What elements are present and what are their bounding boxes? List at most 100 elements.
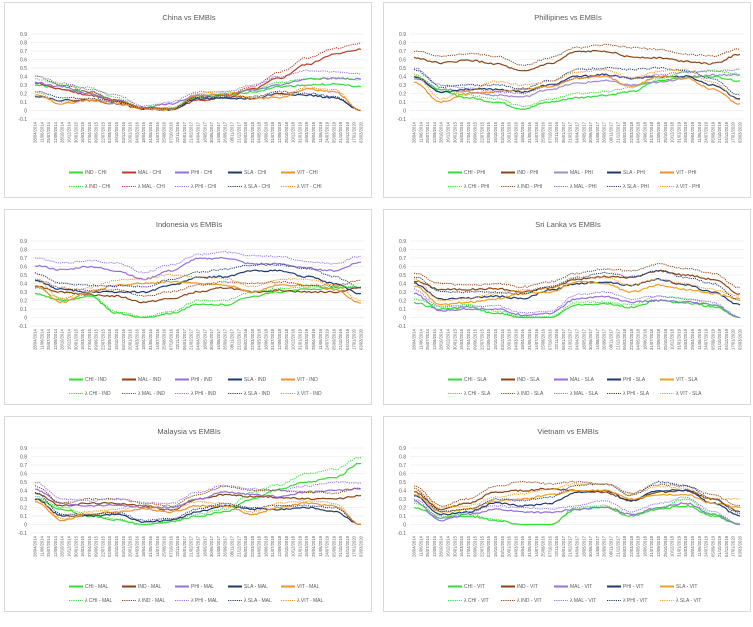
x-tick-label: 14/07/2016 [534,535,539,557]
x-tick-label: 22/11/2016 [175,535,180,556]
legend-item: λ MAL - PHI [554,184,597,190]
panel-philippines: Phillipines vs EMBIs 0.9 0.8 0.7 0.6 0.5 0.4 0.… [383,2,751,198]
x-tick-label: 04/12/2019 [345,328,350,350]
y-tick-label: 0.4 [20,488,27,494]
x-tick-label: 09/06/2015 [94,121,99,143]
x-tick-label: 05/09/2019 [710,121,715,143]
x-tick-label: 31/01/2019 [676,121,681,143]
x-tick-label: 18/06/2018 [642,328,647,350]
x-tick-label: 04/05/2018 [257,328,262,350]
series-line-6 [413,480,741,507]
series-line-4 [413,280,741,306]
x-tick-label: 08/11/2017 [229,328,234,349]
x-tick-label: 02/09/2015 [486,121,491,143]
x-tick-label: 31/01/2019 [676,328,681,350]
x-tick-label: 25/10/2018 [284,328,289,350]
series-line-8 [414,480,741,514]
legend-item: λ VIT - SLA [660,391,702,397]
x-tick-label: 21/12/2017 [236,121,241,143]
legend-label: λ VIT - SLA [676,391,702,397]
x-tick-label: 03/12/2015 [500,328,505,350]
legend-item: CHI - IND [69,377,107,383]
x-tick-label: 11/06/2014 [418,535,423,556]
legend-item: IND - PHI [501,170,538,176]
x-tick-label: 02/09/2015 [107,535,112,557]
y-tick-label: 0.9 [20,446,27,452]
chart-svg: Vietnam vs EMBIs 0.9 0.8 0.7 0.6 0.5 0.4 0.3 0.2… [397,427,744,604]
series-line-8 [34,491,362,525]
y-tick-label: 0.3 [20,83,27,89]
legend-label: MAL - SLA [570,377,595,383]
legend-label: PHI - IND [191,377,213,383]
x-tick-label: 20/01/2016 [128,535,133,557]
x-tick-label: 18/05/2017 [202,121,207,143]
series-line-2 [34,256,361,281]
x-tick-label: 21/02/2017 [568,535,573,557]
x-tick-label: 06/01/2017 [182,121,187,143]
x-tick-label: 31/07/2018 [649,535,654,557]
y-tick-label: 0.1 [399,307,406,313]
x-tick-label: 21/02/2017 [189,121,194,143]
x-tick-label: 06/02/2018 [243,535,248,557]
x-tick-label: 06/02/2018 [243,121,248,143]
series-line-9 [34,86,362,111]
x-tick-label: 27/04/2015 [87,328,92,350]
x-tick-label: 08/11/2017 [608,535,613,556]
x-tick-label: 03/12/2015 [500,121,505,143]
legend-item: λ CHI - VIT [448,598,489,604]
x-tick-label: 21/10/2019 [338,535,343,557]
y-tick-label: 0.2 [399,91,406,97]
x-tick-label: 31/01/2019 [297,328,302,350]
legend-item: IND - SLA [501,377,540,383]
x-tick-label: 21/10/2019 [338,328,343,350]
x-tick-label: 26/09/2017 [602,535,607,557]
y-tick-label: 0.4 [399,488,406,494]
legend-label: λ MAL - VIT [570,598,596,604]
legend-label: λ CHI - MAL [85,598,112,604]
y-tick-label: -0.1 [18,324,27,330]
x-tick-label: 31/01/2019 [676,535,681,557]
x-tick-label: 31/01/2019 [297,535,302,557]
y-tick-label: 0.3 [399,83,406,89]
x-tick-label: 11/06/2014 [39,535,44,556]
y-tick-label: 0 [24,315,27,321]
y-tick-label: 0.5 [20,273,27,279]
legend-label: VIT - MAL [297,584,320,590]
legend-label: λ PHI - VIT [623,598,647,604]
x-tick-label: 28/04/2014 [33,328,38,350]
y-tick-label: 0.5 [20,66,27,72]
x-tick-label: 18/04/2016 [141,121,146,143]
series-line-5 [413,498,741,525]
panel-indonesia: Indonesia vs EMBIs 0.9 0.8 0.7 0.6 0.5 0.4 0.3 0… [4,209,372,405]
legend-label: PHI - SLA [623,377,646,383]
y-tick-label: 0.8 [399,247,406,253]
legend-label: λ PHI - CHI [191,184,216,190]
x-tick-label: 03/12/2015 [500,535,505,557]
legend-item: λ CHI - MAL [69,598,112,604]
x-tick-label: 25/08/2016 [541,535,546,557]
x-tick-label: 03/03/2020 [359,328,364,350]
x-tick-label: 30/06/2017 [588,121,593,143]
series-line-1 [34,48,362,111]
x-tick-label: 03/12/2015 [121,328,126,350]
legend-label: λ IND - MAL [138,598,165,604]
x-tick-label: 15/10/2015 [493,328,498,350]
x-tick-label: 30/06/2017 [209,121,214,143]
legend-label: λ SLA - VIT [676,598,701,604]
legend-item: VIT - CHI [281,170,318,176]
legend-label: SLA - PHI [623,170,645,176]
x-tick-label: 25/10/2018 [663,535,668,557]
y-tick-label: -0.1 [18,531,27,537]
chart-svg: Sri Lanka vs EMBIs 0.9 0.8 0.7 0.6 0.5 0.4 0.3 0… [397,220,744,397]
x-tick-label: 24/07/2019 [325,535,330,557]
x-tick-label: 12/09/2014 [53,121,58,143]
x-tick-label: 21/12/2017 [236,535,241,557]
legend-label: PHI - VIT [623,584,644,590]
x-tick-label: 12/09/2014 [53,535,58,557]
x-tick-label: 04/03/2016 [134,328,139,350]
x-tick-label: 04/03/2016 [513,328,518,350]
x-tick-label: 15/10/2015 [114,328,119,350]
series-line-2 [35,487,362,509]
x-tick-label: 16/12/2014 [66,121,71,143]
y-tick-label: -0.1 [18,117,27,123]
